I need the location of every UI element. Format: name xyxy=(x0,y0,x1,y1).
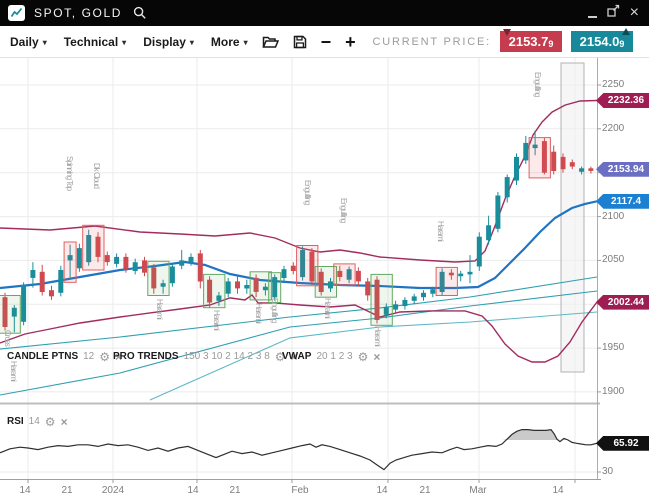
restore-window-icon[interactable] xyxy=(606,4,621,23)
ask-price-badge: 2154.0 9 xyxy=(571,28,633,52)
legend-pro-trends-name: PRO TRENDS xyxy=(113,351,179,362)
legend-candle-ptns-name: CANDLE PTNS xyxy=(7,351,79,362)
price-axis-badge: 2002.44 xyxy=(596,294,649,310)
pattern-label: Engulfing xyxy=(533,72,542,97)
y-axis-tick-label: 1900 xyxy=(602,385,625,397)
pattern-label: Harami xyxy=(436,220,445,241)
arrow-up-icon xyxy=(622,28,630,35)
gear-icon[interactable]: ⚙ xyxy=(274,349,286,364)
chevron-down-icon: ▾ xyxy=(243,37,248,47)
y-axis-tick-label: 1950 xyxy=(602,342,625,354)
close-button-icon[interactable]: × xyxy=(629,4,639,21)
pattern-label: Harami xyxy=(155,299,164,319)
pattern-label: Dk Cloud xyxy=(92,163,101,189)
y-axis-tick-label: 2200 xyxy=(602,122,625,134)
arrow-down-icon xyxy=(503,29,511,36)
title-bar: SPOT, GOLD × xyxy=(0,0,649,26)
toolbar: Daily ▾ Technical ▾ Display ▾ More ▾ − + CUR… xyxy=(0,26,649,58)
app-chart-icon xyxy=(8,5,25,21)
gear-icon[interactable]: ⚙ xyxy=(357,349,369,364)
open-folder-icon[interactable] xyxy=(261,35,279,49)
zoom-out-button[interactable]: − xyxy=(320,31,332,52)
pattern-label: Harami xyxy=(323,298,332,318)
search-icon[interactable] xyxy=(133,6,147,20)
chevron-down-icon: ▾ xyxy=(42,37,47,47)
price-axis-badge: 2117.4 xyxy=(596,193,649,209)
close-icon[interactable]: × xyxy=(373,349,381,364)
y-axis-tick-label: 2250 xyxy=(602,79,625,90)
x-axis-tick-label: 14 xyxy=(552,485,564,496)
pattern-label: Engulfing xyxy=(270,298,279,323)
x-axis-tick-label: 21 xyxy=(61,485,73,496)
menu-technical[interactable]: Technical ▾ xyxy=(63,34,127,49)
menu-daily[interactable]: Daily ▾ xyxy=(10,34,47,49)
pattern-label: Harami xyxy=(212,310,221,330)
legend-rsi-params: 14 xyxy=(28,416,40,427)
y-axis-tick-label: 2050 xyxy=(602,254,625,266)
x-axis-tick-label: 21 xyxy=(419,485,431,496)
legend-candle-ptns-params: 12 xyxy=(83,351,95,362)
legend-vwap-params: 20 1 2 3 xyxy=(316,351,353,362)
x-axis-tick-label: 14 xyxy=(187,485,199,496)
legend-vwap: VWAP 20 1 2 3 ⚙ × xyxy=(282,349,381,364)
chevron-down-icon: ▾ xyxy=(122,37,127,47)
pattern-label: Engulfing xyxy=(303,180,312,205)
minimize-button-icon[interactable] xyxy=(587,15,597,18)
close-icon[interactable]: × xyxy=(290,349,298,364)
x-axis-tick-label: 21 xyxy=(229,485,241,496)
pattern-label: Spinning Top xyxy=(65,155,74,190)
rsi-tick-label: 30 xyxy=(602,466,614,477)
price-axis-badge: 2153.94 xyxy=(596,161,649,177)
close-icon[interactable]: × xyxy=(115,349,123,364)
legend-rsi: RSI 14 ⚙ × xyxy=(7,414,68,429)
pattern-label: Harami xyxy=(254,303,263,323)
x-axis-tick-label: 14 xyxy=(19,485,31,496)
x-axis-tick-label: Mar xyxy=(469,485,487,496)
legend-pro-trends: PRO TRENDS 150 3 10 2 14 2 3 8 ⚙ × xyxy=(113,349,298,364)
x-axis-tick-label: Feb xyxy=(291,485,309,496)
gear-icon[interactable]: ⚙ xyxy=(44,414,56,429)
y-axis-tick-label: 2100 xyxy=(602,210,625,222)
pattern-label: Harami xyxy=(9,361,18,381)
pattern-label: Engulfing xyxy=(339,198,348,223)
pattern-label: Harami xyxy=(373,326,382,346)
save-icon[interactable] xyxy=(293,35,307,49)
bid-price-badge: 2153.7 9 xyxy=(500,29,562,52)
current-price-label: CURRENT PRICE: xyxy=(372,35,491,48)
window-title: SPOT, GOLD xyxy=(34,6,123,20)
legend-candle-ptns: CANDLE PTNS 12 ⚙ × xyxy=(7,349,123,364)
menu-more[interactable]: More ▾ xyxy=(210,34,248,49)
close-icon[interactable]: × xyxy=(60,414,68,429)
x-axis-tick-label: 2024 xyxy=(101,485,125,496)
rsi-value-badge: 65.92 xyxy=(596,435,649,451)
x-axis-tick-label: 14 xyxy=(376,485,388,496)
price-axis-badge: 2232.36 xyxy=(596,92,649,108)
menu-display[interactable]: Display ▾ xyxy=(143,34,194,49)
chevron-down-icon: ▾ xyxy=(189,37,194,47)
legend-rsi-name: RSI xyxy=(7,416,24,427)
pattern-label: Cross xyxy=(3,330,12,346)
gear-icon[interactable]: ⚙ xyxy=(99,349,111,364)
legend-vwap-name: VWAP xyxy=(282,351,312,362)
zoom-in-button[interactable]: + xyxy=(345,31,356,52)
legend-pro-trends-params: 150 3 10 2 14 2 3 8 xyxy=(183,351,270,362)
